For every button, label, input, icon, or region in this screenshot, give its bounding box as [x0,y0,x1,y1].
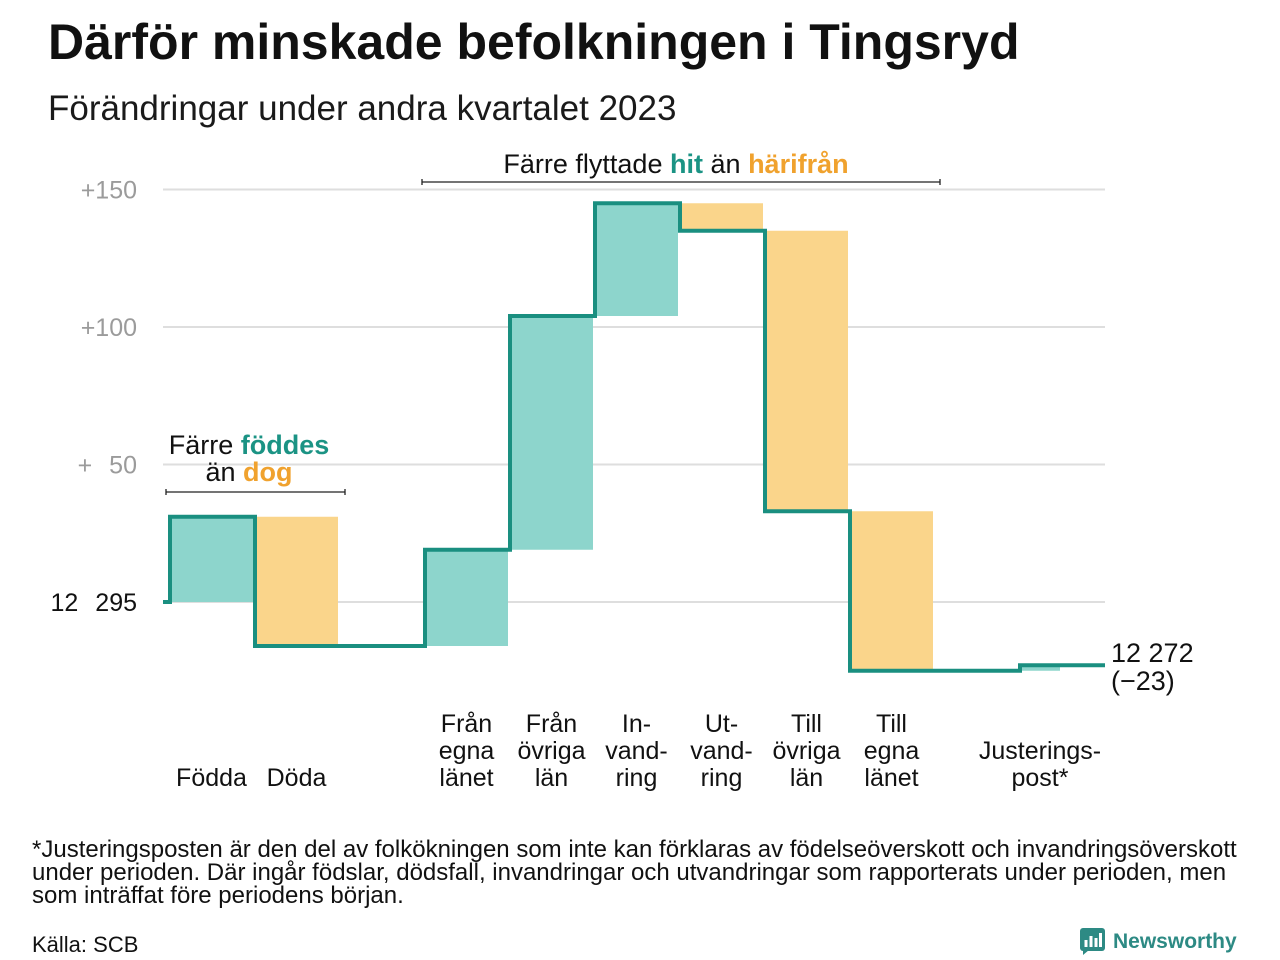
annotation-highlight-inflow: hit [669,149,703,179]
source-note: Källa: SCB [32,932,139,957]
end-total-value: 12 272 [1111,638,1194,668]
annotation-bracket-births [165,489,346,495]
waterfall-bar [425,549,508,646]
x-axis-label: Till övriga län [772,710,841,792]
chart-bubble-icon [1080,928,1105,955]
end-total-label: 12 272 (−23) [1111,639,1194,695]
waterfall-bar [510,316,593,550]
y-tick-label: +150 [81,177,137,205]
annotation-highlight-outflow: härifrån [748,149,849,179]
annotation-highlight-inflow: föddes [240,430,330,460]
x-axis-label: Ut- vand- ring [690,710,753,792]
x-axis-label: Födda [176,764,247,792]
annotation-line: Färre föddes [149,432,349,459]
running-total-line [163,201,1105,673]
annotation-line: än dog [149,459,349,486]
waterfall-bar [255,516,338,646]
waterfall-bar [765,230,848,512]
chart-subtitle: Förändringar under andra kvartalet 2023 [48,89,677,128]
annotation-text: Färre [168,430,234,460]
waterfall-bar [595,203,678,316]
annotation-text: än [710,149,741,179]
annotation-highlight-outflow: dog [243,457,293,487]
x-axis-label: Till egna länet [863,710,920,792]
newsworthy-logo: Newsworthy [1080,928,1237,955]
waterfall-bar [850,511,933,671]
chart-title: Därför minskade befolkningen i Tingsryd [48,14,1020,70]
y-tick-label: + 50 [78,452,137,480]
y-tick-label: +100 [81,314,137,342]
annotation-bracket-migration [421,179,941,185]
y-axis-ticks: 12 295 + 50 +100 +150 [51,177,137,618]
end-total-change: (−23) [1111,666,1175,696]
waterfall-bar [170,516,253,602]
gridlines [163,188,1105,603]
waterfall-bars [170,203,1060,671]
x-axis-label: Från egna länet [438,710,495,792]
annotation-text: Färre flyttade [503,149,663,179]
x-axis-label: Justerings- post* [978,737,1102,792]
annotation-text: än [205,457,236,487]
x-axis-label: In- vand- ring [605,710,668,792]
y-tick-label: 12 295 [51,589,137,617]
births-deaths-annotation: Färre föddes än dog [149,432,349,486]
x-axis-label: Döda [266,764,327,792]
brand-name: Newsworthy [1113,929,1237,953]
x-axis-label: Från övriga län [517,710,586,792]
waterfall-bar [1020,665,1060,671]
waterfall-bar [680,203,763,231]
footnote: *Justeringsposten är den del av folkökni… [32,836,1237,909]
migration-annotation: Färre flyttade hit än härifrån [426,151,926,178]
